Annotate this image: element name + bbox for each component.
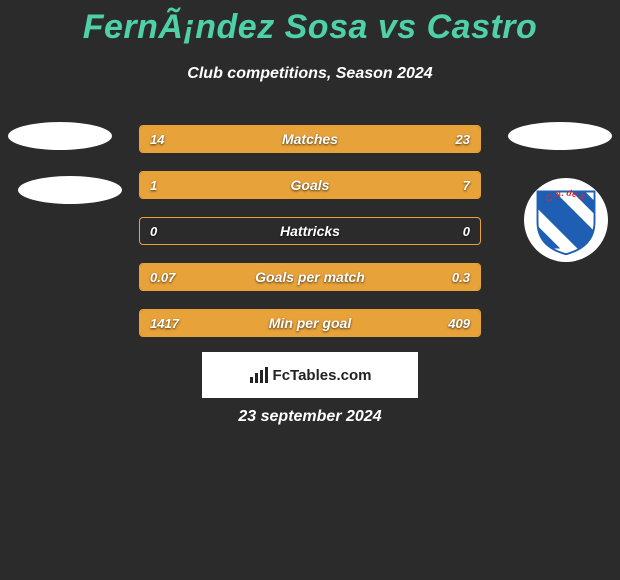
chart-icon [249, 366, 269, 384]
stat-row: 17Goals [139, 171, 481, 199]
brand-text: FcTables.com [273, 367, 372, 384]
brand-box[interactable]: FcTables.com [202, 352, 418, 398]
date-text: 23 september 2024 [0, 408, 620, 426]
stat-row: 1423Matches [139, 125, 481, 153]
stat-label: Matches [140, 131, 480, 147]
player-right-photo-placeholder [508, 122, 612, 150]
stat-label: Hattricks [140, 223, 480, 239]
club-badge-svg: C.N. de F. [528, 182, 604, 258]
stat-row: 0.070.3Goals per match [139, 263, 481, 291]
stat-label: Goals [140, 177, 480, 193]
subtitle: Club competitions, Season 2024 [0, 65, 620, 83]
player-left-photo-placeholder-2 [18, 176, 122, 204]
stat-row: 1417409Min per goal [139, 309, 481, 337]
player-left-photo-placeholder-1 [8, 122, 112, 150]
club-badge: C.N. de F. [524, 178, 608, 262]
stats-container: 1423Matches 17Goals 00Hattricks 0.070.3Goal… [139, 125, 481, 355]
stat-label: Min per goal [140, 315, 480, 331]
stat-row: 00Hattricks [139, 217, 481, 245]
stat-label: Goals per match [140, 269, 480, 285]
page-title: FernÃ¡ndez Sosa vs Castro [0, 0, 620, 47]
